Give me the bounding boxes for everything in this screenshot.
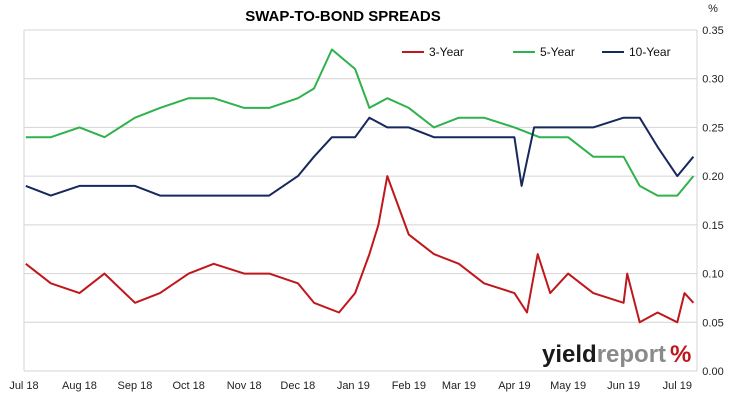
x-tick-label: May 19	[550, 380, 586, 392]
x-tick-label: Jan 19	[337, 380, 370, 392]
x-tick-label: Jul 19	[663, 380, 692, 392]
legend-label-10-year: 10-Year	[629, 45, 671, 59]
chart-title: SWAP-TO-BOND SPREADS	[245, 8, 441, 25]
y-tick-label: 0.05	[702, 317, 723, 329]
y-tick-label: 0.30	[702, 74, 723, 86]
y-tick-label: 0.25	[702, 122, 723, 134]
logo-percent-symbol: %	[670, 341, 691, 368]
y-tick-label: 0.20	[702, 171, 723, 183]
x-tick-label: Apr 19	[498, 380, 530, 392]
y-tick-label: 0.35	[702, 25, 723, 37]
x-tick-label: Jul 18	[9, 380, 38, 392]
x-tick-label: Sep 18	[118, 380, 153, 392]
x-tick-label: Dec 18	[280, 380, 315, 392]
series-lines	[25, 48, 695, 324]
x-tick-label: Mar 19	[442, 380, 476, 392]
y-tick-label: 0.00	[702, 366, 723, 378]
x-tick-label: Feb 19	[392, 380, 426, 392]
x-axis-ticks: Jul 18 Aug 18 Sep 18 Oct 18 Nov 18 Dec 18 Jan …	[9, 380, 692, 392]
x-tick-label: Nov 18	[227, 380, 262, 392]
y-tick-label: 0.10	[702, 269, 723, 281]
gridlines	[23, 29, 698, 372]
x-tick-label: Aug 18	[62, 380, 97, 392]
logo-text-yield: yield	[542, 341, 597, 368]
series-line-3-year	[25, 175, 695, 324]
x-tick-label: Jun 19	[607, 380, 640, 392]
y-axis-ticks: 0.00 0.05 0.10 0.15 0.20 0.25 0.30 0.35	[702, 25, 723, 378]
logo-text-report: report	[597, 341, 666, 368]
svg-text:yieldreport: yieldreport	[542, 341, 666, 368]
series-line-10-year	[25, 116, 695, 197]
legend-label-5-year: 5-Year	[540, 45, 575, 59]
legend-label-3-year: 3-Year	[429, 45, 464, 59]
x-tick-label: Oct 18	[172, 380, 204, 392]
y-axis-unit: %	[708, 3, 718, 15]
chart-legend: 3-Year 5-Year 10-Year	[402, 45, 671, 59]
series-line-5-year	[25, 48, 695, 197]
yieldreport-logo: yieldreport %	[542, 341, 691, 368]
y-tick-label: 0.15	[702, 220, 723, 232]
